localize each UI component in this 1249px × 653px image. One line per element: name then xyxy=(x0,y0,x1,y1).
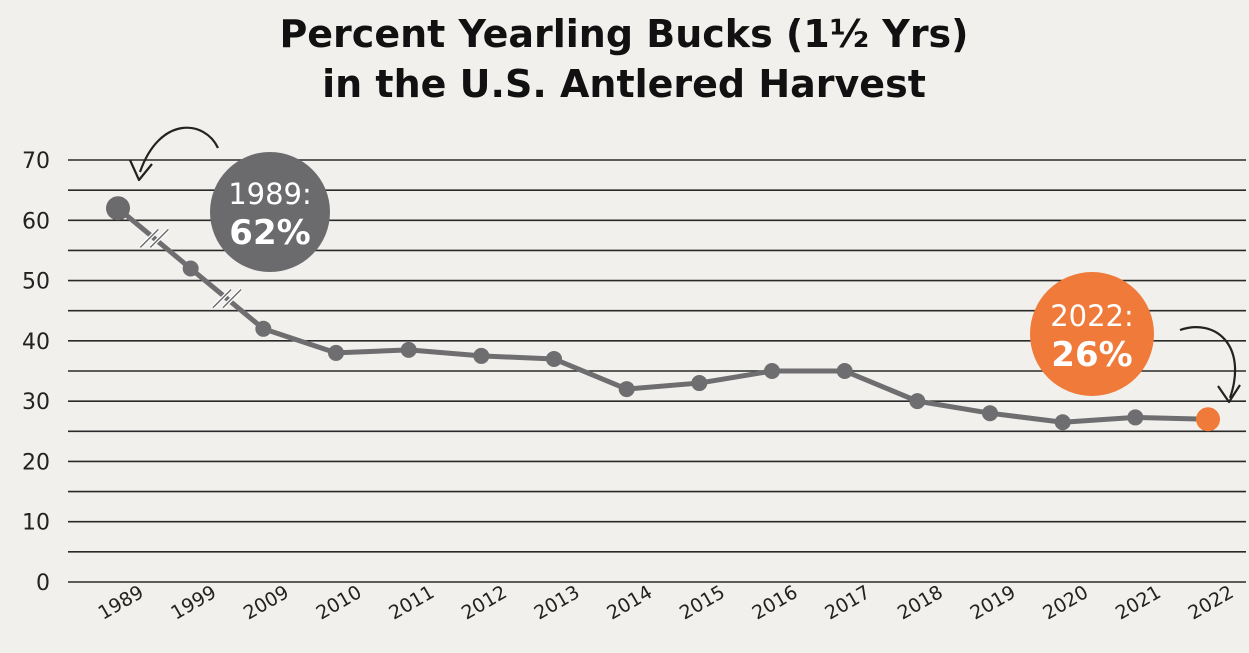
x-tick-label: 2014 xyxy=(603,581,656,624)
x-tick-label: 2020 xyxy=(1039,581,1092,624)
data-point xyxy=(546,350,562,367)
arrow-head-icon xyxy=(1217,384,1241,404)
axis-break-mark xyxy=(139,228,159,248)
data-point xyxy=(982,405,998,422)
x-tick-label: 2021 xyxy=(1112,581,1165,624)
axis-break-mark xyxy=(222,289,242,309)
axis-break-marks xyxy=(138,227,243,310)
y-tick-label: 10 xyxy=(22,511,50,536)
arrow-head-icon xyxy=(128,159,153,182)
axis-break-mark xyxy=(212,289,232,309)
series-line-path xyxy=(115,205,1211,425)
curved-arrow-icon xyxy=(138,126,219,173)
data-point xyxy=(182,260,199,277)
y-tick-label: 20 xyxy=(22,450,50,475)
data-point xyxy=(618,381,635,398)
x-axis-ticks: 1989 1999 2009 2010 2011 2012 2013 2014 2015 2016… xyxy=(95,581,1238,624)
data-point xyxy=(473,347,490,364)
last-callout-year: 2022: xyxy=(1050,299,1134,333)
x-tick-label: 2015 xyxy=(676,581,729,624)
x-tick-label: 2022 xyxy=(1185,581,1238,624)
y-axis-ticks: 0 10 20 30 40 50 60 70 xyxy=(22,149,50,596)
x-tick-label: 1989 xyxy=(95,581,148,624)
chart-title-line-2: in the U.S. Antlered Harvest xyxy=(322,62,926,106)
x-tick-label: 2009 xyxy=(240,581,293,624)
data-point xyxy=(106,196,130,221)
last-callout-value: 26% xyxy=(1051,335,1132,375)
x-tick-label: 2018 xyxy=(894,581,947,624)
data-points xyxy=(106,196,1220,432)
first-callout-year: 1989: xyxy=(228,177,312,211)
x-tick-label: 2013 xyxy=(531,581,584,624)
first-callout-value: 62% xyxy=(229,213,310,253)
last-callout-bubble xyxy=(1030,272,1154,396)
y-tick-label: 50 xyxy=(22,270,50,295)
curved-arrow-icon xyxy=(1179,326,1237,399)
data-point xyxy=(764,363,780,379)
y-tick-label: 70 xyxy=(22,149,50,174)
callouts: 1989:62% 2022:26% xyxy=(128,126,1241,404)
x-tick-label: 2012 xyxy=(458,581,511,624)
series-line xyxy=(115,205,1211,425)
x-tick-label: 2011 xyxy=(385,581,438,624)
y-tick-label: 40 xyxy=(22,330,50,355)
x-tick-label: 2019 xyxy=(967,581,1020,624)
data-point xyxy=(1196,407,1220,432)
data-point xyxy=(1054,414,1071,431)
x-tick-label: 1999 xyxy=(167,581,220,624)
data-point xyxy=(328,344,344,361)
data-point xyxy=(400,341,417,358)
data-point xyxy=(836,363,853,379)
y-tick-label: 30 xyxy=(22,390,50,415)
y-tick-label: 60 xyxy=(22,209,50,234)
data-point xyxy=(255,320,272,337)
data-point xyxy=(691,375,708,392)
data-point xyxy=(1127,409,1144,426)
chart-title-line-1: Percent Yearling Bucks (1½ Yrs) xyxy=(279,12,968,56)
x-tick-label: 2017 xyxy=(821,581,874,624)
axis-break-mark xyxy=(149,228,169,248)
x-tick-label: 2010 xyxy=(313,581,366,624)
x-tick-label: 2016 xyxy=(749,581,802,624)
data-point xyxy=(909,393,926,410)
y-tick-label: 0 xyxy=(36,571,50,596)
first-callout-bubble xyxy=(210,152,330,272)
